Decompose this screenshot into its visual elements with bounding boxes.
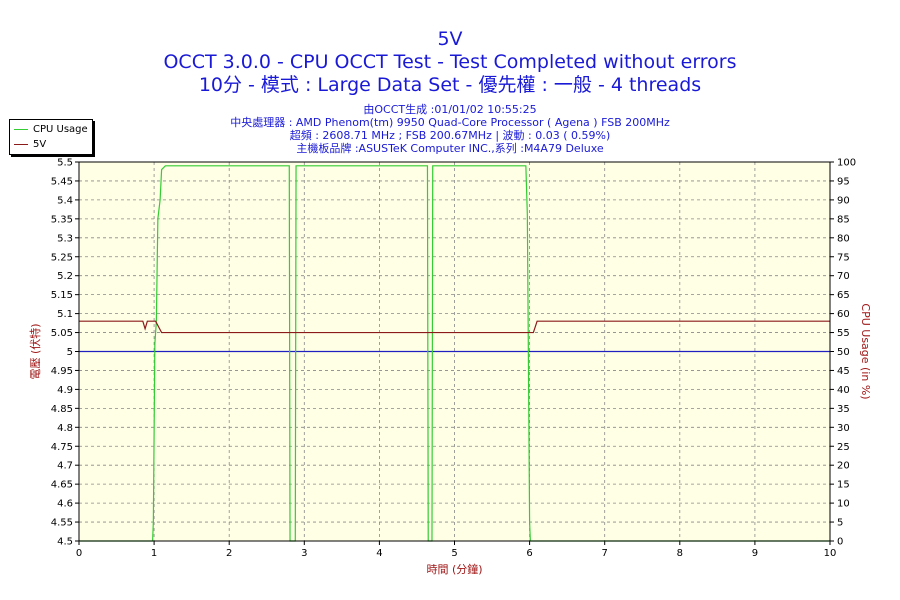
x-tick-label: 5: [451, 548, 457, 559]
x-tick-label: 9: [752, 548, 758, 559]
y2-tick-label: 50: [837, 347, 850, 358]
y2-tick-label: 40: [837, 385, 850, 396]
y-tick-label: 5.05: [51, 328, 73, 339]
y2-tick-label: 45: [837, 366, 850, 377]
series-line-5v: [79, 320, 830, 334]
x-tick-label: 4: [376, 548, 382, 559]
y-tick-label: 4.9: [57, 385, 73, 396]
y2-tick-label: 10: [837, 499, 850, 510]
x-tick-label: 10: [824, 548, 837, 559]
y-axis-label: 電壓 (伏特): [28, 323, 42, 379]
x-tick-label: 8: [677, 548, 683, 559]
chart-title: 5V: [437, 28, 463, 50]
plot-border: [78, 161, 831, 542]
y2-tick-label: 70: [837, 271, 850, 282]
y2-tick-label: 60: [837, 309, 850, 320]
y-tick-label: 4.8: [57, 423, 73, 434]
y2-axis-label: CPU Usage (in %): [859, 303, 872, 399]
y2-tick-label: 20: [837, 461, 850, 472]
y-tick-label: 4.6: [57, 499, 73, 510]
y2-tick-label: 0: [837, 537, 843, 548]
legend-item-5v: 5V: [14, 138, 46, 150]
info-line-generated: 由OCCT生成 :01/01/02 10:55:25: [363, 103, 537, 116]
legend-label-5v: 5V: [33, 138, 47, 150]
chart-subtitle-2: 10分 - 模式 : Large Data Set - 優先權 : 一般 - 4…: [198, 74, 702, 96]
legend-label-cpu-usage: CPU Usage: [33, 123, 88, 135]
y-tick-label: 4.85: [51, 404, 73, 415]
y-tick-label: 5.4: [57, 195, 73, 206]
y2-tick-label: 80: [837, 233, 850, 244]
y-tick-label: 5.3: [57, 233, 73, 244]
info-line-motherboard: 主機板品牌 :ASUSTeK Computer INC.,系列 :M4A79 D…: [296, 142, 604, 155]
y-tick-label: 4.95: [51, 366, 73, 377]
x-tick-label: 1: [151, 548, 157, 559]
y2-tick-label: 65: [837, 290, 850, 301]
y2-tick-label: 90: [837, 195, 850, 206]
y-tick-label: 5: [67, 347, 73, 358]
x-axis-label: 時間 (分鐘): [426, 562, 482, 576]
legend-swatch-cpu-usage: [14, 128, 28, 130]
y2-tick-label: 85: [837, 214, 850, 225]
y2-tick-label: 55: [837, 328, 850, 339]
y-tick-label: 5.35: [51, 214, 73, 225]
y-tick-label: 5.25: [51, 252, 73, 263]
y-tick-label: 5.15: [51, 290, 73, 301]
y-tick-label: 4.5: [57, 537, 73, 548]
info-line-cpu: 中央處理器 : AMD Phenom(tm) 9950 Quad-Core Pr…: [230, 116, 670, 129]
x-tick-label: 6: [526, 548, 532, 559]
y-tick-label: 5.5: [57, 158, 73, 169]
y2-tick-label: 100: [837, 158, 856, 169]
x-tick-label: 7: [602, 548, 608, 559]
chart-subtitle-1: OCCT 3.0.0 - CPU OCCT Test - Test Comple…: [163, 51, 737, 73]
y-tick-label: 5.1: [57, 309, 73, 320]
legend: CPU Usage 5V: [9, 119, 93, 155]
y2-tick-label: 25: [837, 442, 850, 453]
y-tick-label: 4.55: [51, 518, 73, 529]
legend-item-cpu-usage: CPU Usage: [14, 123, 88, 135]
info-line-clock: 超頻 : 2608.71 MHz ; FSB 200.67MHz | 波動 : …: [289, 129, 611, 142]
y-tick-label: 4.7: [57, 461, 73, 472]
y-tick-label: 5.45: [51, 176, 73, 187]
legend-swatch-5v: [14, 143, 28, 145]
y-tick-label: 4.75: [51, 442, 73, 453]
y-tick-label: 5.2: [57, 271, 73, 282]
x-tick-label: 0: [76, 548, 82, 559]
y2-tick-label: 5: [837, 518, 843, 529]
y2-tick-label: 95: [837, 176, 850, 187]
y2-tick-label: 30: [837, 423, 850, 434]
y2-tick-label: 15: [837, 480, 850, 491]
x-tick-label: 3: [301, 548, 307, 559]
y2-tick-label: 75: [837, 252, 850, 263]
y2-tick-label: 35: [837, 404, 850, 415]
x-tick-label: 2: [226, 548, 232, 559]
y-tick-label: 4.65: [51, 480, 73, 491]
